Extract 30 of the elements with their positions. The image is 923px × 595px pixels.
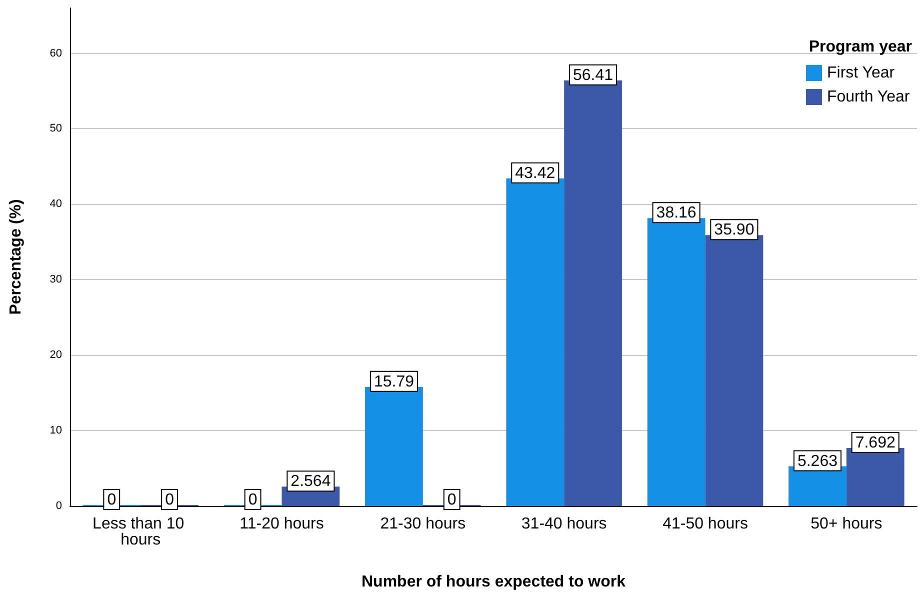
legend-title: Program year bbox=[808, 38, 912, 56]
data-label: 35.90 bbox=[714, 222, 754, 239]
data-label: 0 bbox=[165, 492, 174, 508]
y-tick-label: 40 bbox=[50, 198, 62, 210]
legend-label: First Year bbox=[826, 64, 896, 82]
y-tick-label: 20 bbox=[50, 349, 62, 362]
x-tick-label: Less than 10 hours bbox=[92, 516, 189, 548]
data-label: 0 bbox=[248, 492, 258, 508]
data-label: 38.16 bbox=[656, 204, 696, 222]
y-tick-label: 60 bbox=[50, 47, 62, 60]
y-tick-label: 10 bbox=[50, 424, 62, 437]
y-axis-title: Percentage (%) bbox=[8, 199, 24, 315]
x-axis-title: Number of hours expected to work bbox=[361, 574, 626, 590]
x-tick-label: 11-20 hours bbox=[240, 516, 324, 532]
data-label: 43.42 bbox=[515, 164, 556, 182]
x-tick-label: 21-30 hours bbox=[380, 516, 466, 532]
data-label: 5.263 bbox=[797, 452, 838, 470]
data-label: 7.692 bbox=[855, 434, 896, 452]
y-tick-label: 50 bbox=[50, 122, 62, 135]
data-label: 0 bbox=[447, 492, 456, 508]
x-tick-label: 31-40 hours bbox=[521, 516, 607, 532]
y-tick-label: 0 bbox=[56, 500, 62, 512]
legend-label: Fourth Year bbox=[826, 88, 910, 106]
y-tick-label: 30 bbox=[50, 274, 62, 286]
x-tick-label: 50+ hours bbox=[810, 516, 882, 532]
data-label: 2.564 bbox=[290, 473, 331, 490]
x-tick-label: 41-50 hours bbox=[662, 516, 748, 532]
data-label: 15.79 bbox=[374, 373, 414, 390]
data-label: 56.41 bbox=[573, 66, 614, 84]
data-label: 0 bbox=[107, 492, 116, 508]
